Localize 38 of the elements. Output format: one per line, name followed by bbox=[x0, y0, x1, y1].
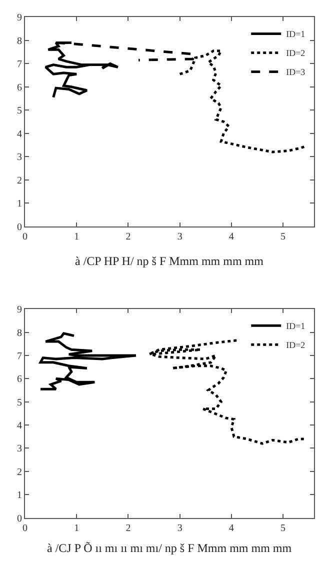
y-tick-label: 2 bbox=[17, 175, 22, 186]
legend-label: ID=1 bbox=[286, 29, 306, 40]
y-tick-label: 9 bbox=[17, 12, 22, 24]
x-tick-label: 2 bbox=[126, 231, 131, 242]
y-tick-label: 7 bbox=[17, 59, 22, 70]
x-tick-label: 5 bbox=[280, 231, 286, 242]
text: à /CJ P Õ ıı mı ıı mı mı/ np š F Mmm mm mm mm bbox=[47, 541, 292, 555]
y-tick-label: 1 bbox=[17, 490, 22, 502]
x-tick-label: 5 bbox=[280, 522, 286, 534]
y-tick-label: 6 bbox=[17, 374, 22, 386]
x-tick-label: 4 bbox=[228, 522, 234, 534]
x-tick-label: 3 bbox=[177, 522, 182, 534]
legend-label: ID=3 bbox=[286, 67, 306, 78]
x-tick-label: 2 bbox=[126, 522, 131, 534]
y-tick-label: 8 bbox=[17, 36, 22, 47]
y-tick-label: 2 bbox=[17, 466, 22, 478]
y-tick-label: 0 bbox=[17, 222, 22, 233]
x-tick-label: 3 bbox=[177, 231, 182, 242]
y-tick-label: 3 bbox=[17, 152, 22, 164]
y-tick-label: 4 bbox=[17, 420, 22, 432]
x-tick-label: 1 bbox=[74, 522, 80, 534]
y-tick-label: 4 bbox=[17, 128, 22, 140]
y-tick-label: 0 bbox=[17, 513, 22, 524]
y-tick-label: 8 bbox=[17, 328, 22, 339]
y-tick-label: 3 bbox=[17, 444, 22, 455]
y-tick-label: 7 bbox=[17, 350, 22, 362]
y-tick-label: 5 bbox=[17, 106, 22, 117]
line-series bbox=[39, 332, 138, 390]
y-tick-label: 9 bbox=[17, 304, 22, 316]
x-tick-label: 4 bbox=[228, 231, 234, 242]
y-tick-label: 1 bbox=[17, 198, 22, 210]
y-tick-label: 5 bbox=[17, 397, 22, 408]
x-tick-label: 1 bbox=[74, 231, 80, 242]
y-tick-label: 6 bbox=[17, 82, 22, 94]
text: à /CP HP H/ np š F Mmm mm mm mm bbox=[75, 254, 264, 268]
legend-label: ID=2 bbox=[286, 48, 306, 58]
legend-label: ID=1 bbox=[286, 321, 306, 332]
legend-label: ID=2 bbox=[286, 340, 306, 350]
